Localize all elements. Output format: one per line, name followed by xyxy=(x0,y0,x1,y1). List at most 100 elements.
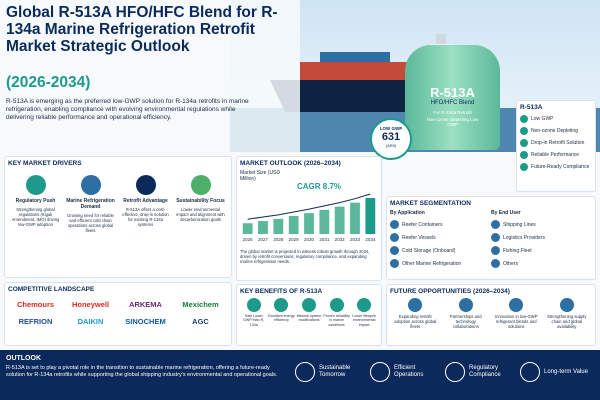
driver-icon xyxy=(25,175,46,195)
segment: Reefer Vessels xyxy=(390,233,491,242)
outlook-text: Sustainable Tomorrow xyxy=(319,365,351,378)
competitor-logo: Mexichem xyxy=(182,300,219,309)
feature-icon xyxy=(520,163,528,171)
competitor-logo: Honeywell xyxy=(71,300,110,309)
gwp-value: 631 xyxy=(381,131,401,143)
x-tick-label: 2028 xyxy=(273,237,284,242)
opportunity: Innovation in low-GWP refrigerant blends… xyxy=(491,298,542,329)
opportunity: Partnerships and technology collaboratio… xyxy=(441,298,492,329)
opportunity-text: Innovation in low-GWP refrigerant blends… xyxy=(494,314,538,329)
segment: Reefer Containers xyxy=(390,220,491,229)
feature: Non-ozone Depleting xyxy=(520,127,592,135)
driver: Sustainability Focus Lower environmental … xyxy=(173,175,228,233)
segment-icon xyxy=(390,233,399,242)
driver: Retrofit Advantage R-513A offers a cost-e… xyxy=(118,175,173,233)
benefit: Lower lifecycle environmental impact xyxy=(350,298,378,327)
competitor-logo: AGC xyxy=(192,317,209,326)
segment-icon xyxy=(491,220,500,229)
benefit-text: Proven reliability in marine conditions xyxy=(323,314,350,327)
benefit-icon xyxy=(301,298,316,312)
segmentation-box: MARKET SEGMENTATION By Application Reefer… xyxy=(386,196,596,280)
outlook-item: Long-term Value xyxy=(520,362,595,382)
subtitle: (2026-2034) xyxy=(6,74,91,91)
outlook-item: Sustainable Tomorrow xyxy=(295,362,370,382)
driver: Marine Refrigeration Demand Growing need … xyxy=(63,175,118,233)
driver-title: Retrofit Advantage xyxy=(123,198,168,204)
feature-icon xyxy=(520,115,528,123)
driver-text: Strengthening global regulations (Kigali… xyxy=(11,207,60,227)
segment: Shipping Lines xyxy=(491,220,592,229)
footer: OUTLOOK R-513A is set to play a pivotal … xyxy=(0,350,600,400)
segment-text: Reefer Containers xyxy=(402,221,443,228)
outlook-icon xyxy=(445,362,465,382)
benefit: Proven reliability in marine conditions xyxy=(323,298,351,327)
opportunity-text: Strengthening supply chain and global av… xyxy=(547,314,587,329)
opportunities-title: FUTURE OPPORTUNITIES (2026–2034) xyxy=(390,288,510,295)
opportunity-icon xyxy=(458,298,473,312)
outlook-title: MARKET OUTLOOK (2026–2034) xyxy=(240,160,341,167)
opportunity: Expanding retrofit adoption across globa… xyxy=(390,298,441,329)
driver-icon xyxy=(190,175,211,195)
segment-text: Shipping Lines xyxy=(503,221,536,228)
trend-line xyxy=(247,193,371,220)
segment: Others xyxy=(491,259,592,268)
segment-icon xyxy=(491,246,500,255)
benefit-icon xyxy=(246,298,261,312)
benefit: Excellent energy efficiency xyxy=(268,298,296,327)
bar xyxy=(258,221,268,234)
bar xyxy=(288,216,299,234)
segment-text: Logistics Providers xyxy=(503,234,545,241)
badge-label: LOW GWP xyxy=(379,126,403,131)
outlook-item: Regulatory Compliance xyxy=(445,362,520,382)
benefit: Minimal system modifications xyxy=(295,298,323,327)
segment: Cold Storage (Onboard) xyxy=(390,246,491,255)
product-use: For R-134a Retrofit xyxy=(433,110,472,115)
bar xyxy=(273,218,284,234)
outlook-icon xyxy=(520,362,540,382)
benefit-icon xyxy=(357,298,372,312)
segment-text: Cold Storage (Onboard) xyxy=(402,247,456,254)
segment-icon xyxy=(390,220,399,229)
feature: Reliable Performance xyxy=(520,151,592,159)
driver-icon xyxy=(135,175,156,195)
benefit: Safe Lower GWP than R-134a xyxy=(240,298,268,327)
bar xyxy=(242,223,253,234)
drivers-box: KEY MARKET DRIVERS Regulatory Push Streng… xyxy=(4,156,232,278)
opportunity-icon xyxy=(408,298,423,312)
outlook-text: Efficient Operations xyxy=(394,365,424,378)
seg-app-title: By Application xyxy=(390,210,425,216)
x-tick-label: 2026 xyxy=(243,237,254,242)
feature-text: Drop-in Retrofit Solution xyxy=(531,140,585,146)
x-tick-label: 2027 xyxy=(258,237,269,242)
benefit-icon xyxy=(329,298,344,312)
outlook-text: The global market is projected to witnes… xyxy=(240,249,370,264)
competitor-logo: Chemours xyxy=(16,300,55,309)
product-name: R-513A xyxy=(430,85,475,100)
segment-icon xyxy=(491,233,500,242)
features-box: R-513A Low GWP Non-ozone Depleting Drop-in… xyxy=(516,100,596,192)
outlook-text: Regulatory Compliance xyxy=(469,365,501,378)
competitor-logo: ARKEMA xyxy=(129,300,162,309)
intro: R-513A is emerging as the preferred low-… xyxy=(6,98,249,121)
benefit-icon xyxy=(274,298,289,312)
feature-text: Reliable Performance xyxy=(531,152,580,158)
opportunity-text: Expanding retrofit adoption across globa… xyxy=(394,314,437,329)
benefits-title: KEY BENEFITS OF R-513A xyxy=(240,288,323,295)
benefit-text: Excellent energy efficiency xyxy=(268,314,295,323)
outlook-icon xyxy=(295,362,315,382)
feature-text: Low GWP xyxy=(531,116,554,122)
x-tick-label: 2031 xyxy=(319,237,330,242)
outlook-text: Long-term Value xyxy=(544,368,588,375)
product-note: Non-ozone Depleting Low GWP xyxy=(426,117,479,127)
opportunity: Strengthening supply chain and global av… xyxy=(542,298,593,329)
feature: Future-Ready Compliance xyxy=(520,163,592,171)
driver-icon xyxy=(80,175,101,195)
benefits-box: KEY BENEFITS OF R-513A Safe Lower GWP th… xyxy=(236,284,382,346)
cylinder: R-513A HFO/HFC Blend For R-134a Retrofit… xyxy=(405,45,500,150)
feature-text: Future-Ready Compliance xyxy=(531,164,590,170)
competitor-logo: DAIKIN xyxy=(77,317,104,326)
segment: Fishing Fleet xyxy=(491,246,592,255)
opportunity-icon xyxy=(509,298,524,312)
x-tick-label: 2032 xyxy=(335,237,346,242)
